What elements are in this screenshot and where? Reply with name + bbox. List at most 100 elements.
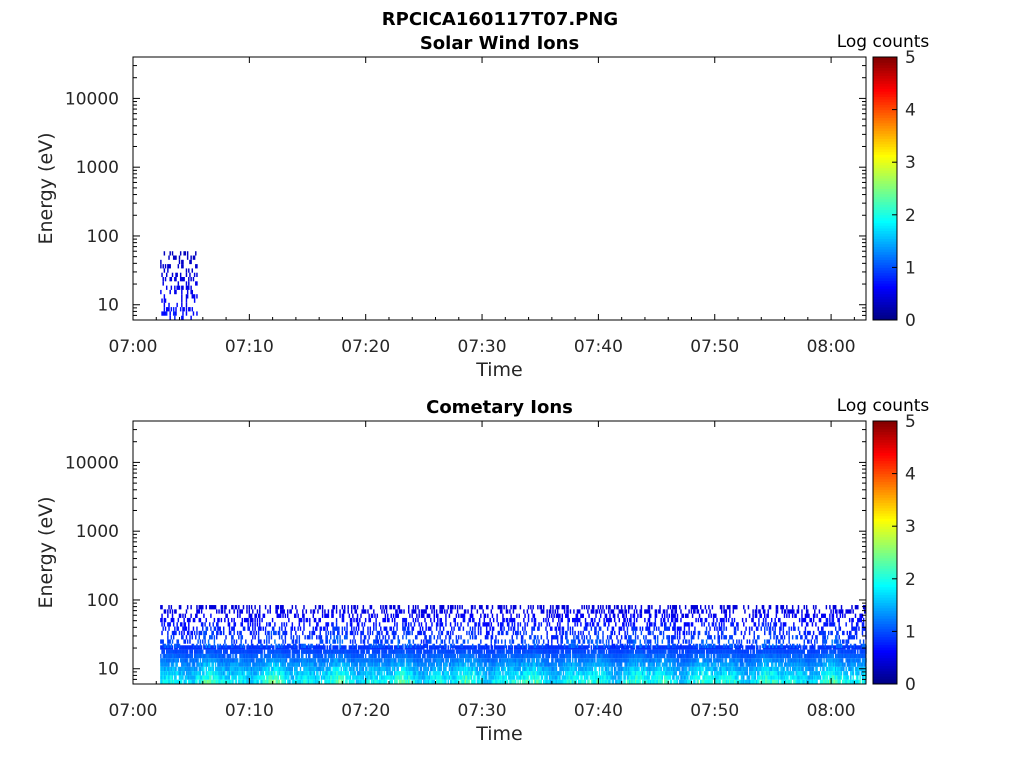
colorbar-segment [873, 114, 897, 118]
heatmap-cell [440, 649, 443, 654]
heatmap-cell [533, 662, 536, 667]
heatmap-cell [437, 666, 439, 672]
heatmap-cell [638, 679, 640, 684]
heatmap-cell [639, 658, 641, 663]
heatmap-cell [762, 671, 765, 676]
heatmap-cell [191, 662, 194, 667]
heatmap-cell [259, 675, 261, 680]
heatmap-cell [627, 666, 630, 672]
heatmap-cell [568, 675, 570, 680]
heatmap-cell [216, 675, 218, 680]
heatmap-cell [660, 675, 662, 680]
heatmap-cell [368, 666, 370, 672]
heatmap-cell [618, 662, 621, 667]
heatmap-cell [357, 675, 360, 680]
heatmap-cell [587, 675, 589, 680]
heatmap-cell [384, 653, 387, 659]
heatmap-cell [753, 658, 755, 663]
heatmap-cell [626, 658, 629, 663]
heatmap-cell [391, 645, 394, 650]
heatmap-cell [572, 662, 574, 667]
heatmap-cell [247, 649, 249, 654]
heatmap-cell [512, 658, 515, 663]
heatmap-cell [532, 658, 534, 663]
heatmap-cell [703, 658, 705, 663]
heatmap-cell [682, 653, 685, 659]
heatmap-cell [765, 658, 767, 663]
heatmap-cell [818, 653, 821, 659]
heatmap-cell [198, 666, 200, 672]
heatmap-cell [469, 658, 472, 663]
heatmap-cell [638, 658, 640, 663]
heatmap-cell [554, 675, 557, 680]
heatmap-cell [725, 653, 728, 659]
heatmap-cell [285, 658, 288, 663]
heatmap-cell [530, 671, 532, 676]
heatmap-cell [227, 675, 230, 680]
heatmap-cell [655, 679, 658, 684]
heatmap-cell [729, 658, 731, 663]
heatmap-cell [732, 662, 735, 667]
heatmap-cell [163, 251, 166, 256]
heatmap-cell [342, 679, 345, 684]
heatmap-cell [809, 653, 811, 659]
heatmap-cell [807, 658, 809, 663]
heatmap-cell [755, 679, 758, 684]
heatmap-cell [772, 679, 774, 684]
heatmap-cell [364, 675, 367, 680]
heatmap-cell [488, 653, 490, 659]
heatmap-cell [247, 653, 249, 659]
heatmap-cell [284, 662, 287, 667]
heatmap-cell [218, 658, 220, 663]
heatmap-cell [495, 675, 497, 680]
heatmap-cell [517, 653, 519, 659]
heatmap-cell [595, 662, 597, 667]
heatmap-cell [284, 658, 287, 663]
heatmap-cell [305, 662, 308, 667]
heatmap-cell [326, 658, 328, 663]
heatmap-cell [477, 662, 480, 667]
heatmap-cell [304, 649, 306, 654]
heatmap-cell [530, 649, 532, 654]
colorbar-segment [873, 101, 897, 105]
heatmap-cell [791, 675, 794, 680]
heatmap-cell [204, 645, 206, 650]
heatmap-cell [668, 671, 671, 676]
heatmap-cell [463, 671, 466, 676]
heatmap-cell [256, 666, 259, 672]
heatmap-cell [525, 666, 527, 672]
heatmap-cell [271, 675, 274, 680]
heatmap-cell [644, 662, 646, 667]
heatmap-cell [168, 679, 170, 684]
heatmap-cell [581, 666, 583, 672]
heatmap-cell [631, 658, 633, 663]
heatmap-cell [822, 679, 824, 684]
heatmap-cell [171, 662, 174, 667]
heatmap-cell [533, 671, 536, 676]
heatmap-cell [367, 671, 369, 676]
heatmap-cell [515, 653, 517, 659]
heatmap-cell [261, 662, 263, 667]
heatmap-cell [504, 653, 506, 659]
heatmap-cell [171, 645, 174, 650]
heatmap-cell [333, 658, 335, 663]
heatmap-cell [682, 675, 685, 680]
heatmap-cell [819, 653, 822, 659]
heatmap-cell [708, 679, 710, 684]
heatmap-cell [740, 675, 743, 680]
heatmap-cell [626, 649, 629, 654]
heatmap-cell [715, 666, 717, 672]
heatmap-cell [530, 666, 532, 672]
heatmap-cell [641, 666, 644, 672]
heatmap-cell [713, 658, 716, 663]
heatmap-cell [316, 662, 318, 667]
heatmap-cell [270, 658, 273, 663]
heatmap-cell [193, 675, 196, 680]
heatmap-cell [581, 675, 583, 680]
heatmap-cell [453, 662, 455, 667]
heatmap-cell [211, 679, 213, 684]
heatmap-cell [298, 675, 301, 680]
heatmap-cell [269, 658, 271, 663]
heatmap-cell [370, 671, 373, 676]
heatmap-cell [542, 679, 545, 684]
